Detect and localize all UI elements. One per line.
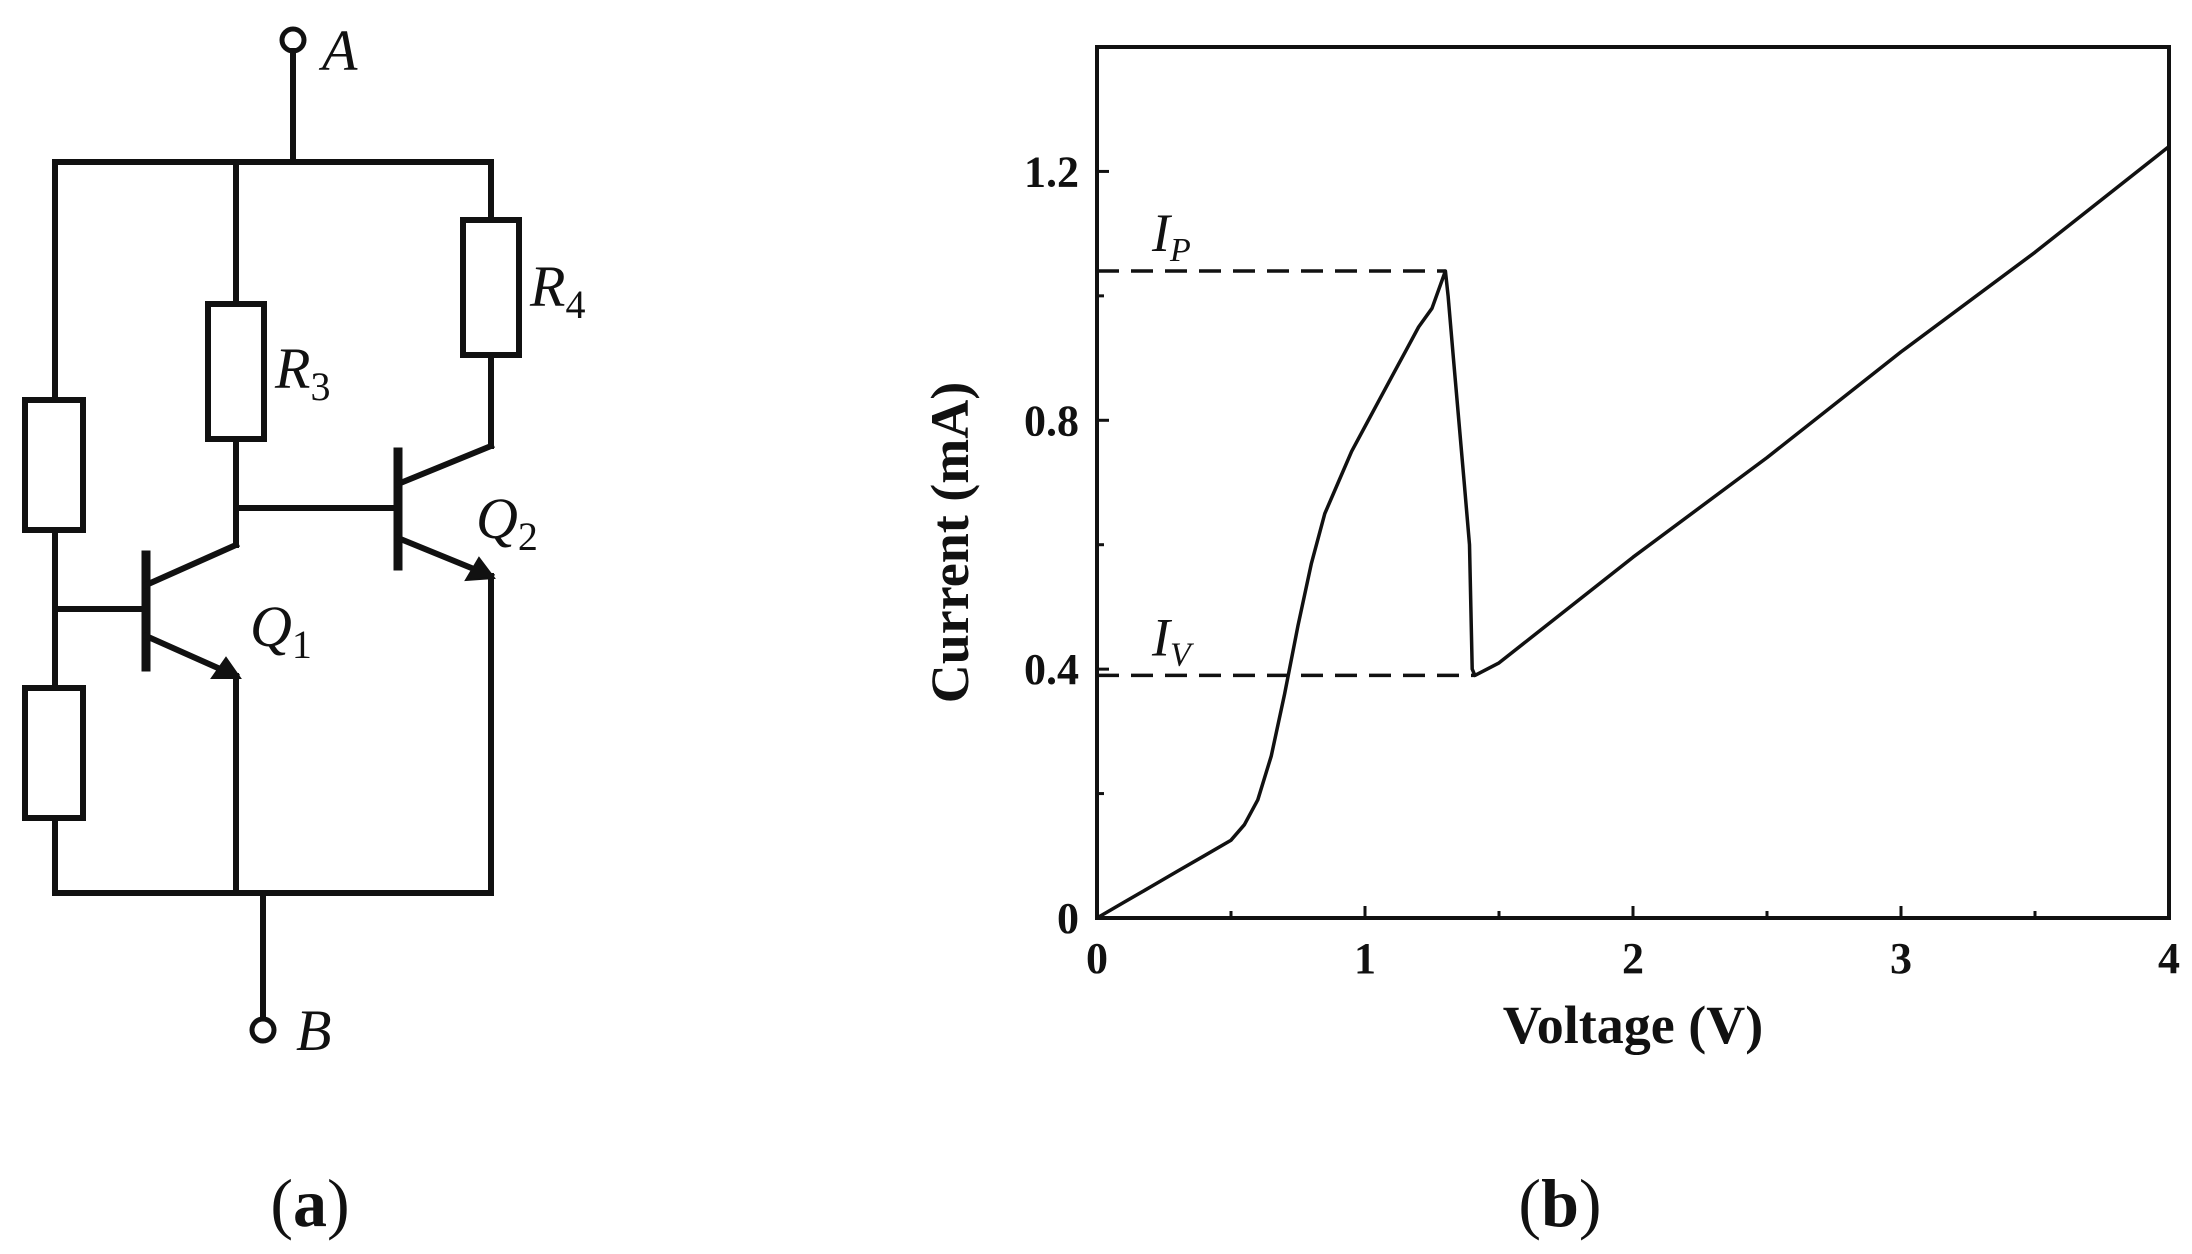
- x-tick-label: 1: [1354, 934, 1376, 983]
- annotation-guides: [1097, 269, 1475, 678]
- resistor-r1: [22, 397, 86, 533]
- resistor-r2: [22, 685, 86, 821]
- terminal-b-node: [249, 1016, 277, 1044]
- circuit-diagram: [22, 26, 522, 1044]
- q2-emitter-arrow: [464, 556, 496, 582]
- resistor-r3: [205, 301, 267, 442]
- x-axis-title: Voltage (V): [1503, 995, 1763, 1055]
- plot-frame: [1095, 45, 2171, 920]
- q1-label: Q1: [250, 594, 312, 667]
- x-tick-label: 2: [1622, 934, 1644, 983]
- iv-chart: 0 1 2 3 4 0 0.4 0.8 1.2 IP IV Voltage (V) Current…: [920, 45, 2180, 1055]
- x-tick-label: 0: [1086, 934, 1108, 983]
- r3-label: R3: [274, 336, 330, 409]
- q1-collector: [142, 541, 240, 589]
- q2-label: Q2: [476, 486, 538, 559]
- y-tick-label: 0.8: [1024, 396, 1079, 445]
- y-tick-label: 1.2: [1024, 147, 1079, 196]
- y-tick-label: 0: [1057, 894, 1079, 943]
- y-axis-title: Current (mA): [920, 382, 980, 703]
- y-tick-label: 0.4: [1024, 645, 1079, 694]
- panel-b-label: (b): [1518, 1165, 1601, 1241]
- tick-labels: 0 1 2 3 4 0 0.4 0.8 1.2: [1024, 147, 2180, 983]
- x-tick-label: 4: [2158, 934, 2180, 983]
- annotations: IP IV: [1151, 203, 1195, 673]
- tick-marks: [1095, 45, 2171, 920]
- r4-label: R4: [529, 254, 585, 327]
- resistor-r4: [460, 217, 522, 358]
- terminal-a-node: [279, 26, 307, 54]
- annotation-label: IV: [1151, 607, 1195, 673]
- panel-a-label: (a): [270, 1165, 349, 1241]
- terminal-b-label: B: [296, 998, 331, 1063]
- terminal-a-label: A: [318, 18, 358, 83]
- series-line: [1096, 145, 2171, 920]
- q2-collector: [394, 442, 495, 488]
- annotation-label: IP: [1151, 203, 1191, 269]
- x-tick-label: 3: [1890, 934, 1912, 983]
